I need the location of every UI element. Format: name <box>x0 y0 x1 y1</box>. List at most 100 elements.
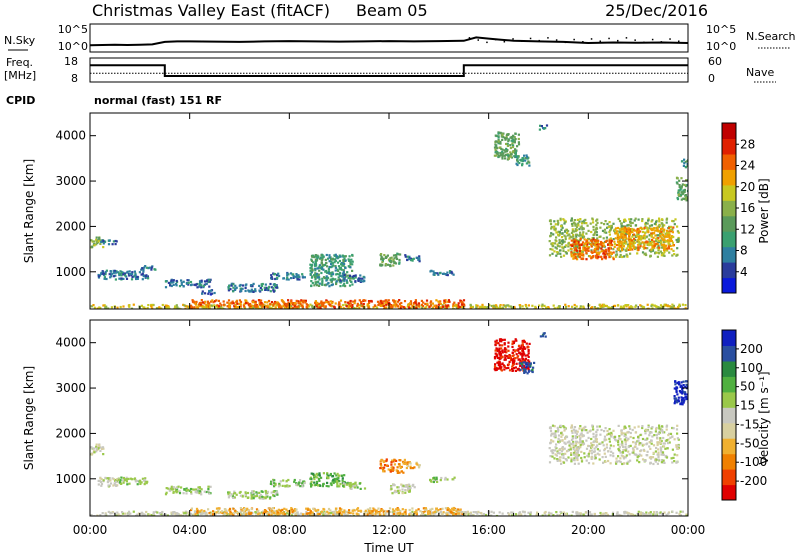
scatter-cell <box>607 459 610 463</box>
scatter-cell <box>510 139 513 142</box>
scatter-cell <box>673 460 676 463</box>
scatter-cell <box>402 484 405 487</box>
scatter-cell <box>109 479 112 482</box>
scatter-cell <box>315 274 318 278</box>
scatter-cell <box>348 255 351 258</box>
scatter-cell <box>564 237 567 241</box>
scatter-cell <box>574 224 577 227</box>
scatter-cell <box>579 433 582 436</box>
scatter-cell <box>130 274 133 277</box>
scatter-cell <box>514 149 517 152</box>
scatter-cell <box>109 270 112 273</box>
scatter-cell <box>543 511 546 514</box>
scatter-cell <box>318 284 321 287</box>
scatter-cell <box>642 306 646 309</box>
scatter-cell <box>131 272 134 275</box>
scatter-cell <box>119 273 122 276</box>
scatter-cell <box>577 454 580 457</box>
scatter-cell <box>646 429 649 432</box>
scatter-cell <box>612 452 615 455</box>
scatter-cell <box>593 239 596 243</box>
scatter-cell <box>505 147 508 150</box>
scatter-cell <box>222 307 225 309</box>
scatter-cell <box>260 490 263 493</box>
scatter-cell <box>337 476 340 479</box>
scatter-cell <box>322 268 325 271</box>
scatter-cell <box>392 264 395 267</box>
scatter-cell <box>511 358 514 362</box>
scatter-cell <box>560 236 564 239</box>
scatter-cell <box>623 427 626 430</box>
scatter-cell <box>97 275 100 278</box>
colorbar-segment <box>722 200 736 217</box>
scatter-cell <box>445 306 448 309</box>
scatter-cell <box>500 366 503 369</box>
scatter-cell <box>106 481 109 484</box>
scatter-cell <box>596 247 600 250</box>
scatter-cell <box>315 305 318 308</box>
scatter-cell <box>512 144 515 147</box>
nsearch-point <box>660 41 663 43</box>
scatter-cell <box>671 219 674 223</box>
scatter-cell <box>595 231 598 234</box>
scatter-cell <box>282 277 285 280</box>
scatter-cell <box>457 304 460 308</box>
scatter-cell <box>475 306 478 309</box>
scatter-cell <box>504 350 507 353</box>
scatter-cell <box>554 434 557 437</box>
scatter-cell <box>238 302 241 305</box>
scatter-cell <box>302 301 305 304</box>
scatter-cell <box>442 272 446 275</box>
scatter-cell <box>408 485 411 488</box>
scatter-cell <box>669 436 672 439</box>
scatter-cell <box>636 459 639 462</box>
scatter-cell <box>208 306 211 309</box>
scatter-cell <box>562 254 566 257</box>
scatter-cell <box>498 146 501 149</box>
scatter-cell <box>493 355 497 359</box>
scatter-cell <box>250 494 253 497</box>
scatter-cell <box>672 456 675 459</box>
scatter-cell <box>396 471 399 474</box>
scatter-cell <box>587 462 591 465</box>
scatter-cell <box>429 301 432 304</box>
scatter-cell <box>551 452 554 455</box>
scatter-cell <box>95 236 98 239</box>
scatter-cell <box>517 143 521 146</box>
scatter-cell <box>591 217 594 220</box>
scatter-cell <box>681 388 684 391</box>
scatter-cell <box>574 245 577 248</box>
scatter-cell <box>310 483 313 486</box>
scatter-cell <box>541 305 544 308</box>
scatter-cell <box>577 462 580 465</box>
scatter-cell <box>246 302 249 305</box>
scatter-cell <box>384 306 387 309</box>
scatter-cell <box>659 428 662 431</box>
scatter-cell <box>439 510 442 514</box>
scatter-cell <box>339 285 342 288</box>
scatter-cell <box>425 299 429 302</box>
scatter-cell <box>665 221 668 224</box>
nsearch-point <box>590 38 593 40</box>
scatter-cell <box>519 353 522 356</box>
scatter-cell <box>336 482 339 485</box>
scatter-cell <box>404 491 407 494</box>
scatter-cell <box>495 367 499 370</box>
scatter-cell <box>328 285 331 288</box>
scatter-cell <box>291 302 294 305</box>
scatter-cell <box>654 234 657 237</box>
scatter-cell <box>431 306 434 309</box>
nsearch-point <box>651 38 654 41</box>
scatter-cell <box>664 239 668 243</box>
scatter-cell <box>133 478 136 481</box>
scatter-cell <box>665 229 669 232</box>
scatter-cell <box>391 492 394 495</box>
scatter-cell <box>660 459 663 462</box>
scatter-cell <box>334 269 337 272</box>
scatter-cell <box>603 256 606 259</box>
scatter-cell <box>501 362 504 365</box>
scatter-cell <box>630 239 634 242</box>
scatter-cell <box>657 441 660 444</box>
scatter-cell <box>607 247 610 250</box>
scatter-cell <box>314 474 317 477</box>
